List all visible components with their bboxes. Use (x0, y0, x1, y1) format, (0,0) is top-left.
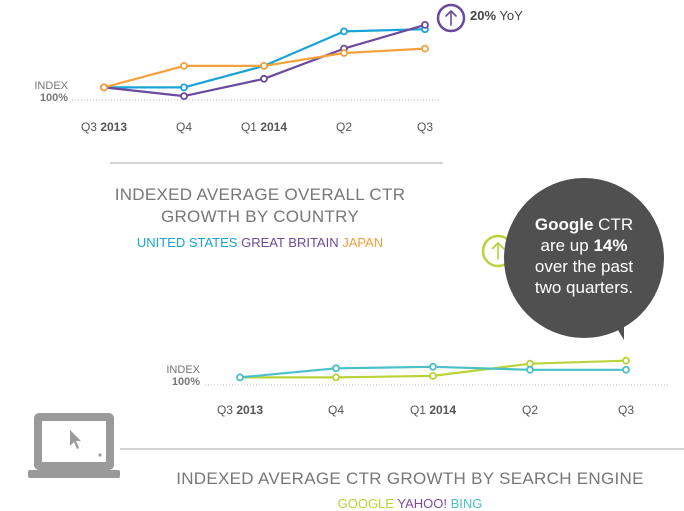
top-point-japan-0 (100, 83, 108, 92)
top-legend-item: UNITED STATES (136, 235, 238, 250)
top-series-line-great-britain (103, 23, 426, 98)
top-point-great-britain-4 (421, 20, 429, 29)
bottom-legend: GOOGLE YAHOO! BING (150, 496, 670, 511)
bottom-chart-title: INDEXED AVERAGE CTR GROWTH BY SEARCH ENG… (176, 469, 644, 488)
bottom-point-bing-2 (429, 362, 437, 371)
bottom-point-google-3 (526, 359, 534, 368)
bottom-legend-item: YAHOO! (397, 496, 447, 511)
bottom-point-bing-0 (236, 373, 244, 382)
bottom-x-tick: Q3 2013 (216, 403, 264, 417)
top-point-great-britain-2 (260, 74, 268, 83)
top-x-tick: Q3 2013 (80, 120, 128, 134)
up-arrow-icon (491, 242, 505, 260)
google-ctr-callout: Google CTR are up 14% over the past two … (504, 178, 664, 338)
top-legend-item: JAPAN (342, 235, 384, 250)
top-legend-item: GREAT BRITAIN (241, 235, 339, 250)
bottom-point-google-4 (622, 356, 630, 365)
top-point-united-states-3 (340, 27, 348, 36)
bottom-chart-divider (120, 448, 684, 450)
bottom-x-tick: Q4 (327, 403, 344, 417)
top-x-tick: Q4 (175, 120, 192, 134)
bottom-x-tick: Q1 2014 (409, 403, 457, 417)
top-point-japan-3 (340, 49, 348, 57)
bottom-point-bing-3 (526, 365, 534, 374)
bottom-point-bing-4 (622, 365, 630, 374)
bottom-line-chart (205, 356, 668, 386)
top-point-japan-2 (260, 62, 268, 70)
bottom-x-tick: Q3 (617, 403, 634, 417)
top-index-label: INDEX 100% (34, 80, 68, 104)
bottom-legend-item: BING (450, 496, 483, 511)
top-x-tick: Q3 (416, 120, 433, 134)
top-point-japan-1 (180, 62, 188, 70)
laptop-icon (28, 413, 120, 478)
up-arrow-icon (445, 10, 457, 26)
bottom-point-bing-1 (332, 364, 340, 373)
top-x-tick: Q2 (335, 120, 352, 134)
top-legend: UNITED STATES GREAT BRITAIN JAPAN (110, 235, 410, 250)
yoy-label: 20% YoY (470, 8, 523, 23)
top-chart-title: INDEXED AVERAGE OVERALL CTR GROWTH BY CO… (114, 185, 406, 226)
top-x-tick: Q1 2014 (240, 120, 288, 134)
top-line-chart (72, 3, 466, 164)
top-point-united-states-1 (180, 83, 188, 92)
top-point-japan-4 (421, 44, 429, 53)
bottom-x-tick: Q2 (521, 403, 538, 417)
bottom-point-google-2 (429, 372, 437, 380)
bottom-legend-item: GOOGLE (337, 496, 394, 511)
bottom-point-google-1 (332, 373, 340, 382)
bottom-index-label: INDEX 100% (166, 364, 200, 388)
top-point-great-britain-1 (180, 92, 188, 100)
